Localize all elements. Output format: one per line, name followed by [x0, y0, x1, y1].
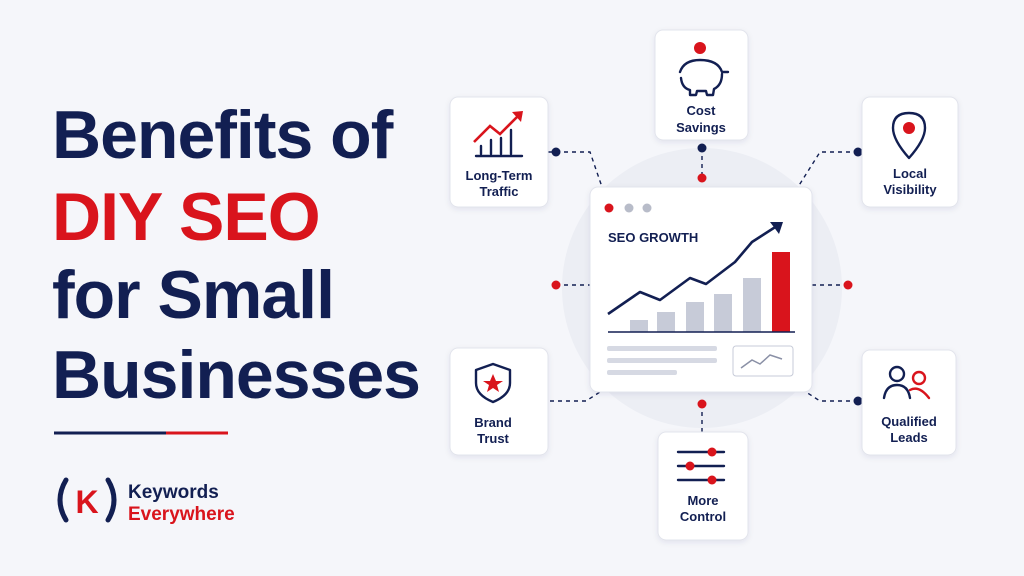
node-local-visibility: Local Visibility	[861, 96, 959, 208]
node-label: Savings	[676, 120, 726, 135]
node-label: Control	[680, 509, 726, 524]
node-label: Leads	[890, 430, 928, 445]
node-label: Brand	[474, 415, 512, 430]
title-highlight: DIY SEO	[52, 179, 320, 255]
brand-mark: K	[75, 484, 98, 520]
brand-logo: K	[57, 477, 117, 523]
node-label: Long-Term	[466, 168, 533, 183]
node-label: Cost	[687, 103, 717, 118]
node-more-control: More Control	[657, 431, 749, 541]
node-long-term-traffic: Long-Term Traffic	[449, 96, 549, 208]
node-label: Traffic	[479, 184, 518, 199]
node-label: Trust	[477, 431, 509, 446]
brand-name: Everywhere	[128, 504, 235, 525]
node-qualified-leads: Qualified Leads	[861, 349, 957, 456]
title-line: for Small	[52, 257, 334, 333]
node-label: Visibility	[883, 182, 937, 197]
brand-name: Keywords	[128, 482, 219, 503]
node-brand-trust: Brand Trust	[449, 347, 549, 456]
node-label: Qualified	[881, 414, 937, 429]
node-label: More	[687, 493, 718, 508]
title-line: Businesses	[52, 337, 420, 413]
card-title: SEO GROWTH	[608, 230, 698, 245]
seo-card	[589, 186, 813, 393]
node-cost-savings: Cost Savings	[654, 29, 749, 141]
title-line: Benefits of	[52, 97, 394, 173]
node-label: Local	[893, 166, 927, 181]
